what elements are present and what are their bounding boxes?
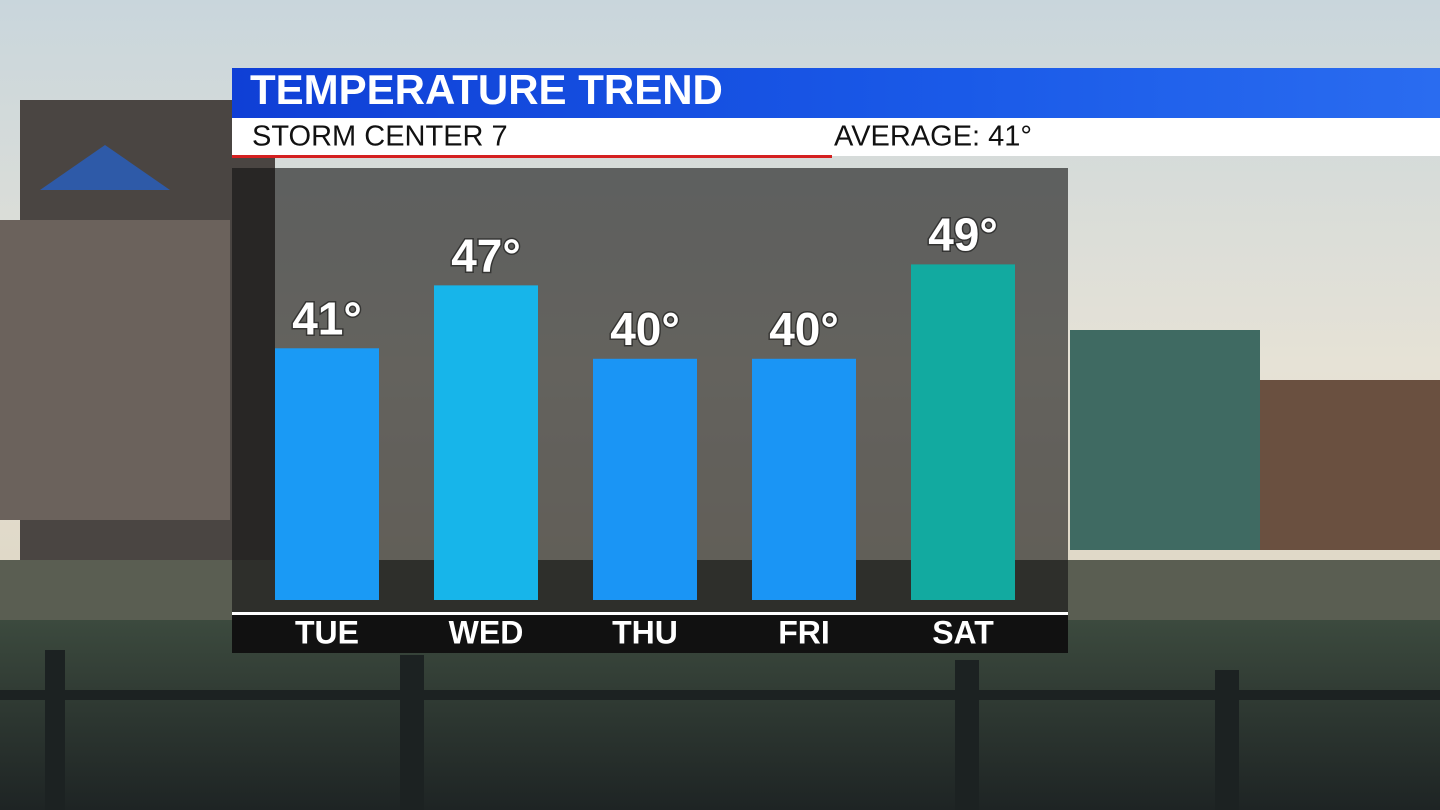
- railing-post: [1215, 670, 1239, 810]
- label-row: [232, 615, 1068, 653]
- baseline: [232, 612, 1068, 615]
- railing-post: [400, 655, 424, 810]
- building-roof: [40, 145, 170, 190]
- value-label: 40°: [610, 303, 680, 355]
- railing: [0, 690, 1440, 700]
- category-label: FRI: [778, 614, 830, 650]
- average: AVERAGE: 41°: [834, 121, 1032, 153]
- bar: [275, 348, 379, 600]
- value-label: 49°: [928, 209, 998, 261]
- bar: [752, 358, 856, 600]
- bar: [911, 264, 1015, 600]
- category-label: WED: [449, 614, 524, 650]
- bar: [593, 358, 697, 600]
- value-label: 47°: [451, 230, 521, 282]
- value-label: 40°: [769, 303, 839, 355]
- value-label: 41°: [292, 292, 362, 344]
- accent-line: [232, 155, 832, 158]
- building: [1260, 380, 1440, 550]
- railing-post: [45, 650, 65, 810]
- category-label: SAT: [932, 614, 994, 650]
- category-label: THU: [612, 614, 678, 650]
- railing-post: [955, 660, 979, 810]
- bar: [434, 285, 538, 600]
- category-label: TUE: [295, 614, 359, 650]
- title-band: [232, 68, 1440, 118]
- subtitle-band: [232, 118, 1440, 156]
- title: TEMPERATURE TREND: [250, 66, 723, 113]
- building: [1070, 330, 1260, 550]
- subtitle: STORM CENTER 7: [252, 121, 508, 153]
- building: [0, 220, 230, 520]
